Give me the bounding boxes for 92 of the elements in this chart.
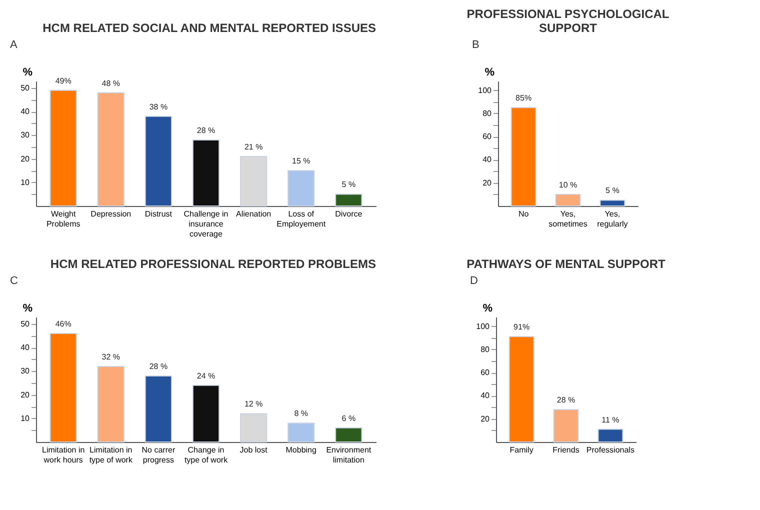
x-tick-label: Alienation <box>236 210 272 218</box>
bar <box>192 384 220 442</box>
x-tick-label: Yes, regularly <box>597 210 628 228</box>
data-label: 11 % <box>602 415 620 424</box>
data-label: 46% <box>55 320 72 329</box>
x-tick-label: Weight Problems <box>46 210 80 228</box>
y-tick-label: 40 <box>20 107 30 116</box>
text: A <box>10 39 18 51</box>
x-tick-label: Change in type of work <box>184 446 229 464</box>
x-tick-label: Environment limitation <box>326 446 372 464</box>
chart-title: HCM RELATED PROFESSIONAL REPORTED PROBLEMS <box>50 257 376 271</box>
bar <box>288 422 315 442</box>
bar <box>510 107 536 206</box>
data-label: 6 % <box>342 414 356 423</box>
x-tick-label: Mobbing <box>286 446 316 454</box>
data-label: 10 % <box>558 180 578 190</box>
data-label: 12 % <box>244 400 263 409</box>
bar <box>600 200 626 206</box>
text: B <box>472 39 480 51</box>
bar <box>144 375 172 442</box>
data-label: 28 % <box>196 126 216 135</box>
data-label: 21 % <box>244 142 263 152</box>
y-tick-label: 20 <box>482 178 492 188</box>
y-axis-title: % <box>22 302 33 314</box>
x-tick-label: Limitation in type of work <box>89 446 134 464</box>
bar <box>240 413 268 442</box>
data-label: 24 % <box>196 371 216 380</box>
y-tick-label: 40 <box>20 343 30 352</box>
y-tick-label: 80 <box>480 344 490 354</box>
data-label: 28 % <box>149 362 168 371</box>
x-tick-label: Limitation in work hours <box>42 446 85 464</box>
y-tick-label: 20 <box>20 390 30 400</box>
y-tick-label: 30 <box>20 366 30 376</box>
data-label: 48 % <box>102 78 120 88</box>
data-label: 38 % <box>149 102 168 112</box>
bar <box>553 409 579 442</box>
text: D <box>470 275 478 287</box>
x-tick-label: No <box>518 210 530 218</box>
chart-title: HCM RELATED SOCIAL AND MENTAL REPORTED ISSUES <box>42 21 376 35</box>
bar <box>97 92 124 206</box>
data-label: 32 % <box>102 352 120 362</box>
data-label: 5 % <box>342 180 356 190</box>
data-label: 91% <box>514 322 530 332</box>
y-tick-label: 20 <box>20 154 30 164</box>
text: C <box>10 275 18 287</box>
bar <box>335 194 362 206</box>
x-tick-label: Distrust <box>144 210 173 218</box>
data-label: 5 % <box>606 186 620 196</box>
x-tick-label: Family <box>510 446 534 454</box>
y-tick-label: 40 <box>482 155 492 164</box>
data-label: 49% <box>55 76 72 86</box>
bar <box>97 366 124 442</box>
x-tick-label: Job lost <box>240 446 268 454</box>
x-tick-label: Challenge in insurance coverage <box>184 210 228 238</box>
y-tick-label: 50 <box>20 84 30 93</box>
bar <box>288 170 315 206</box>
data-label: 28 % <box>556 396 576 405</box>
x-tick-label: No carrer progress <box>142 446 176 464</box>
y-tick-label: 10 <box>20 178 30 187</box>
y-tick-label: 80 <box>482 108 492 118</box>
y-axis-title: % <box>484 66 495 78</box>
bar <box>50 90 77 206</box>
data-label: 15 % <box>292 156 310 166</box>
bar <box>144 116 172 206</box>
data-label: 8 % <box>294 409 308 418</box>
y-tick-label: 30 <box>20 130 30 140</box>
bar <box>555 194 581 206</box>
x-tick-label: Friends <box>552 446 580 454</box>
y-tick-label: 20 <box>480 414 490 424</box>
y-tick-label: 60 <box>482 132 492 142</box>
y-tick-label: 100 <box>478 86 492 95</box>
bar <box>240 156 268 206</box>
bar <box>598 428 624 442</box>
bar <box>50 333 77 442</box>
y-axis-title: % <box>22 66 33 78</box>
bar <box>335 427 362 442</box>
bar <box>508 336 534 442</box>
y-tick-label: 10 <box>20 414 30 423</box>
chart-title: PROFESSIONAL PSYCHOLOGICAL SUPPORT <box>466 7 670 35</box>
y-tick-label: 40 <box>480 391 490 400</box>
chart-title: PATHWAYS OF MENTAL SUPPORT <box>466 257 666 271</box>
x-tick-label: Yes, sometimes <box>548 210 588 228</box>
y-axis-title: % <box>482 302 493 314</box>
y-tick-label: 50 <box>20 320 30 329</box>
y-tick-label: 100 <box>476 322 490 331</box>
y-tick-label: 60 <box>480 368 490 378</box>
data-label: 85% <box>516 94 532 103</box>
x-tick-label: Professionals <box>586 446 634 454</box>
x-tick-label: Depression <box>90 210 132 218</box>
x-tick-label: Divorce <box>335 210 363 218</box>
bar <box>192 139 220 206</box>
x-tick-label: Loss of Employement <box>276 210 326 228</box>
